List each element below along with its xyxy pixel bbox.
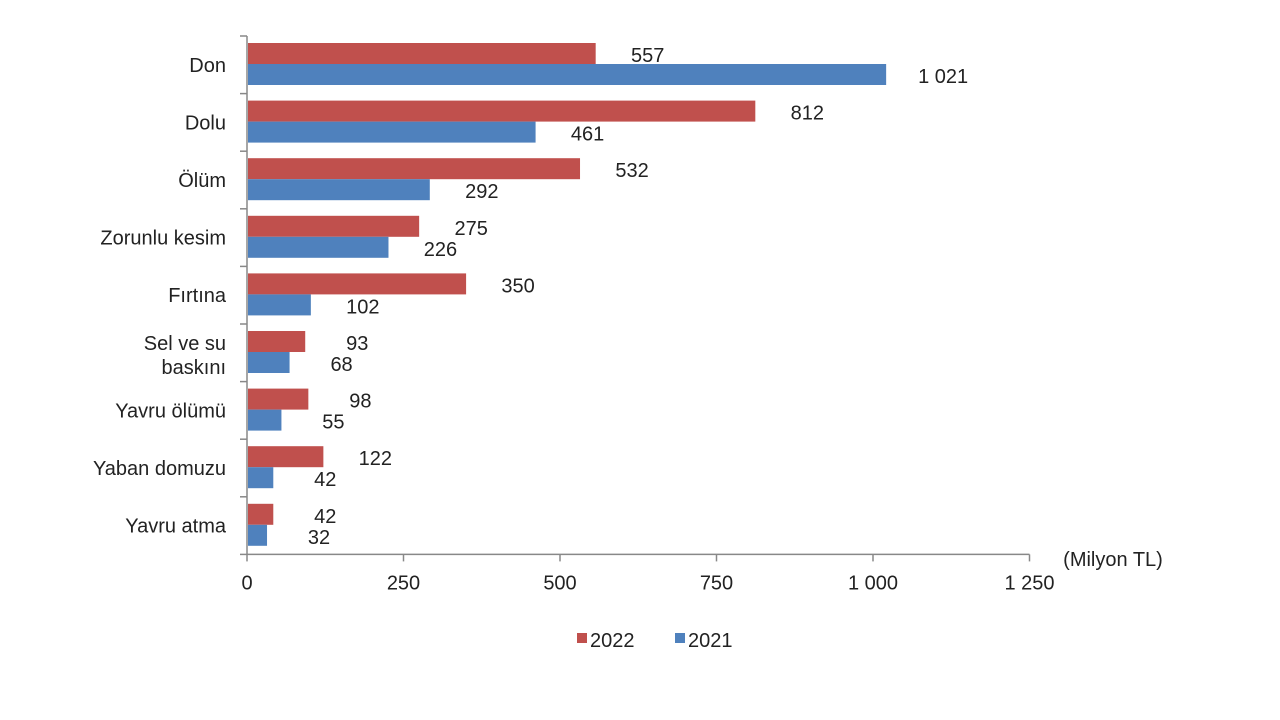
bar-2021 [248,524,268,546]
x-tick-label: 1 000 [848,572,898,594]
x-tick-label: 0 [241,572,252,594]
data-label-2021: 102 [346,296,379,318]
data-label-2021: 461 [571,124,604,146]
bar-2022 [248,503,274,525]
x-tick-label: 750 [700,572,733,594]
legend-label-2021: 2021 [688,630,733,652]
data-label-2021: 292 [465,181,498,203]
data-label-2021: 42 [314,469,336,491]
category-label: Yavru ölümü [115,400,226,422]
bar-2022 [248,331,306,352]
legend-swatch-2021 [675,633,685,643]
data-label-2022: 42 [314,506,336,528]
bar-2022 [248,158,581,180]
data-label-2021: 55 [322,412,344,434]
data-label-2022: 532 [615,160,648,182]
x-tick-label: 1 250 [1004,572,1054,594]
bar-2021 [248,179,430,201]
bar-2022 [248,43,596,64]
bar-2021 [248,121,536,143]
data-label-2021: 1 021 [918,66,968,88]
category-label: Don [189,55,226,77]
data-label-2022: 98 [349,391,371,413]
data-label-2022: 350 [501,275,534,297]
category-label: Zorunlu kesim [100,228,226,250]
bar-2022 [248,446,324,468]
bar-2022 [248,273,467,295]
data-label-2022: 93 [346,333,368,355]
data-label-2022: 275 [454,218,487,240]
category-label: Fırtına [168,285,227,307]
legend-swatch-2022 [577,633,587,643]
data-label-2021: 32 [308,527,330,549]
data-label-2022: 557 [631,45,664,67]
x-tick-label: 250 [387,572,420,594]
bar-2021 [248,64,887,85]
bar-2022 [248,100,756,122]
category-label: Ölüm [178,170,226,192]
data-label-2021: 68 [330,354,352,376]
bar-2021 [248,236,389,258]
bar-2022 [248,388,309,410]
bar-2021 [248,467,274,489]
category-label: Dolu [185,112,226,134]
data-label-2022: 122 [359,448,392,470]
category-label: Yaban domuzu [93,458,226,480]
legend-label-2022: 2022 [590,630,635,652]
bar-2021 [248,352,290,373]
category-label: Yavru atma [125,516,227,538]
bar-2021 [248,409,282,431]
bar-2022 [248,215,420,237]
data-label-2022: 812 [791,103,824,125]
x-tick-label: 500 [543,572,576,594]
axis-unit-label: (Milyon TL) [1063,549,1163,571]
data-label-2021: 226 [424,239,457,261]
category-label: Sel ve su baskını [144,333,226,379]
bar-2021 [248,294,311,316]
